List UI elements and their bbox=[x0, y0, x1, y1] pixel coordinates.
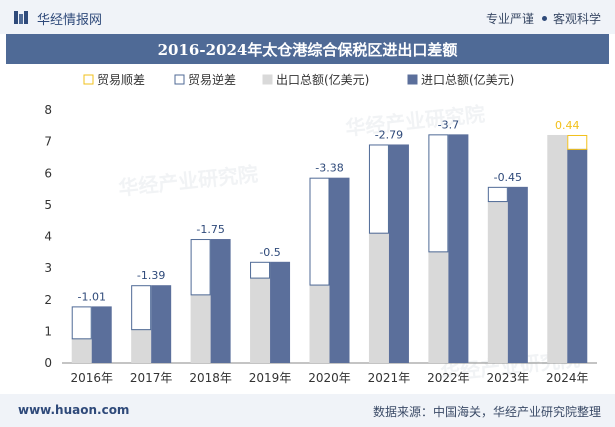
deficit-box bbox=[71, 306, 92, 340]
balance-label: -0.45 bbox=[494, 171, 522, 184]
deficit-box bbox=[190, 239, 211, 296]
top-bar: 华经情报网 专业严谨 客观科学 bbox=[0, 0, 615, 34]
export-bar bbox=[487, 201, 508, 363]
legend-swatch bbox=[407, 74, 418, 85]
y-tick-label: 1 bbox=[44, 324, 52, 338]
y-tick-label: 0 bbox=[44, 356, 52, 370]
deficit-box bbox=[368, 144, 389, 234]
x-tick-label: 2021年 bbox=[368, 371, 411, 385]
y-tick-label: 6 bbox=[44, 166, 52, 180]
footer-site: www.huaon.com bbox=[18, 403, 130, 417]
deficit-box bbox=[309, 177, 330, 286]
dot-icon bbox=[541, 16, 547, 21]
export-bar bbox=[71, 338, 92, 363]
deficit-box bbox=[428, 134, 449, 253]
logo-icon bbox=[14, 11, 28, 24]
data-source: 数据来源：中国海关，华经产业研究院整理 bbox=[372, 405, 601, 419]
export-bar bbox=[309, 284, 330, 363]
legend-label: 贸易顺差 bbox=[97, 73, 145, 87]
chart-area: 贸易顺差 贸易逆差 出口总额(亿美元) 进口总额(亿美元) 0 1 2 3 4 5 6 7 8 -1.… bbox=[44, 72, 597, 385]
import-bar bbox=[448, 134, 469, 363]
balance-label: -1.01 bbox=[77, 290, 105, 303]
tagline: 专业严谨 客观科学 bbox=[486, 10, 601, 27]
legend: 贸易顺差 贸易逆差 出口总额(亿美元) 进口总额(亿美元) bbox=[83, 72, 514, 87]
y-tick-label: 4 bbox=[44, 230, 52, 244]
bars: -1.01 -1.39 -1.75 -0.5 -3.38 -2.79 -3.7 -0.45 0.… bbox=[71, 118, 588, 363]
footer: www.huaon.com 数据来源：中国海关，华经产业研究院整理 bbox=[0, 394, 615, 427]
balance-label: -1.39 bbox=[137, 269, 165, 282]
balance-label: -2.79 bbox=[375, 128, 403, 141]
legend-swatch bbox=[174, 74, 185, 85]
balance-label: -1.75 bbox=[196, 223, 224, 236]
export-bar bbox=[250, 277, 271, 363]
legend-swatch bbox=[262, 74, 273, 85]
deficit-box bbox=[487, 186, 508, 203]
legend-label: 进口总额(亿美元) bbox=[421, 72, 514, 87]
y-tick-label: 5 bbox=[44, 198, 52, 212]
x-tick-label: 2024年 bbox=[546, 371, 589, 385]
x-tick-label: 2022年 bbox=[427, 371, 470, 385]
import-bar bbox=[151, 285, 172, 363]
import-bar bbox=[210, 239, 231, 363]
x-tick-label: 2023年 bbox=[487, 371, 530, 385]
balance-label: -0.5 bbox=[259, 246, 280, 259]
deficit-box bbox=[131, 285, 152, 331]
import-bar bbox=[507, 186, 528, 363]
legend-swatch bbox=[83, 74, 94, 85]
export-bar bbox=[428, 251, 449, 363]
surplus-box bbox=[567, 134, 588, 150]
x-tick-label: 2018年 bbox=[189, 371, 232, 385]
x-axis: 2016年 2017年 2018年 2019年 2020年 2021年 2022年 2023年… bbox=[70, 371, 588, 385]
export-bar bbox=[368, 232, 389, 363]
balance-label: -3.7 bbox=[438, 118, 459, 131]
import-bar bbox=[329, 177, 350, 363]
deficit-box bbox=[250, 261, 271, 279]
balance-label: 0.44 bbox=[555, 119, 580, 132]
tagline-objective: 客观科学 bbox=[552, 12, 601, 26]
x-tick-label: 2017年 bbox=[130, 371, 173, 385]
import-bar bbox=[270, 261, 291, 363]
title-bar: 2016-2024年太仓港综合保税区进出口差额 bbox=[6, 34, 609, 64]
export-bar bbox=[547, 134, 568, 363]
import-bar bbox=[388, 144, 409, 363]
import-bar bbox=[91, 306, 112, 363]
x-tick-label: 2016年 bbox=[70, 371, 113, 385]
y-tick-label: 3 bbox=[44, 261, 52, 275]
balance-label: -3.38 bbox=[315, 162, 343, 175]
import-bar bbox=[567, 148, 588, 363]
tagline-professional: 专业严谨 bbox=[485, 12, 534, 26]
y-tick-label: 7 bbox=[44, 135, 52, 149]
y-tick-label: 8 bbox=[44, 103, 52, 117]
brand-name: 华经情报网 bbox=[37, 13, 103, 28]
legend-label: 贸易逆差 bbox=[188, 72, 236, 87]
x-tick-label: 2020年 bbox=[308, 371, 351, 385]
x-tick-label: 2019年 bbox=[249, 371, 292, 385]
export-bar bbox=[190, 294, 211, 363]
legend-label: 出口总额(亿美元) bbox=[276, 72, 369, 87]
chart-title: 2016-2024年太仓港综合保税区进出口差额 bbox=[157, 41, 458, 59]
y-tick-label: 2 bbox=[44, 293, 52, 307]
export-bar bbox=[131, 329, 152, 363]
